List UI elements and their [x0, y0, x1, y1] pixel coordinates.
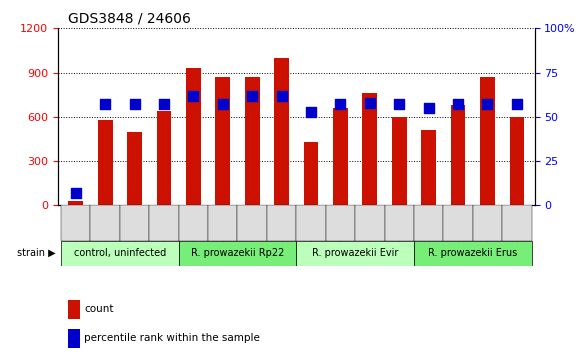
Bar: [67, 329, 80, 348]
FancyBboxPatch shape: [208, 205, 238, 241]
FancyBboxPatch shape: [355, 205, 385, 241]
Bar: [69, 201, 83, 205]
FancyBboxPatch shape: [238, 205, 267, 241]
FancyBboxPatch shape: [414, 205, 443, 241]
FancyBboxPatch shape: [473, 205, 502, 241]
Text: control, uninfected: control, uninfected: [74, 248, 166, 258]
Bar: [245, 77, 260, 205]
FancyBboxPatch shape: [61, 205, 91, 241]
Text: R. prowazekii Rp22: R. prowazekii Rp22: [191, 248, 284, 258]
FancyBboxPatch shape: [414, 241, 532, 266]
Point: [189, 93, 198, 98]
FancyBboxPatch shape: [267, 205, 296, 241]
Point: [277, 93, 286, 98]
Point: [483, 102, 492, 107]
Bar: [363, 93, 377, 205]
Text: GDS3848 / 24606: GDS3848 / 24606: [67, 12, 191, 26]
Point: [365, 100, 375, 105]
FancyBboxPatch shape: [179, 205, 208, 241]
FancyBboxPatch shape: [149, 205, 179, 241]
Point: [512, 102, 522, 107]
Bar: [186, 68, 200, 205]
Point: [453, 102, 462, 107]
Point: [159, 102, 168, 107]
FancyBboxPatch shape: [443, 205, 473, 241]
Point: [248, 93, 257, 98]
Bar: [392, 117, 407, 205]
FancyBboxPatch shape: [91, 205, 120, 241]
Text: R. prowazekii Erus: R. prowazekii Erus: [428, 248, 518, 258]
FancyBboxPatch shape: [502, 205, 532, 241]
Bar: [510, 117, 524, 205]
Bar: [421, 130, 436, 205]
FancyBboxPatch shape: [120, 205, 149, 241]
Point: [218, 102, 227, 107]
Text: strain ▶: strain ▶: [17, 248, 55, 258]
Point: [130, 102, 139, 107]
FancyBboxPatch shape: [385, 205, 414, 241]
Text: percentile rank within the sample: percentile rank within the sample: [84, 333, 260, 343]
FancyBboxPatch shape: [296, 241, 414, 266]
Bar: [480, 77, 495, 205]
Point: [394, 102, 404, 107]
Text: R. prowazekii Evir: R. prowazekii Evir: [312, 248, 399, 258]
Point: [306, 109, 315, 114]
FancyBboxPatch shape: [326, 205, 355, 241]
Point: [336, 102, 345, 107]
Bar: [333, 108, 348, 205]
Bar: [451, 105, 465, 205]
Bar: [98, 120, 113, 205]
Bar: [127, 132, 142, 205]
FancyBboxPatch shape: [61, 241, 179, 266]
FancyBboxPatch shape: [179, 241, 296, 266]
Bar: [67, 300, 80, 319]
Point: [71, 190, 80, 196]
FancyBboxPatch shape: [296, 205, 326, 241]
Point: [424, 105, 433, 111]
Point: [101, 102, 110, 107]
Bar: [157, 111, 171, 205]
Bar: [304, 142, 318, 205]
Bar: [216, 77, 230, 205]
Text: count: count: [84, 304, 114, 314]
Bar: [274, 58, 289, 205]
